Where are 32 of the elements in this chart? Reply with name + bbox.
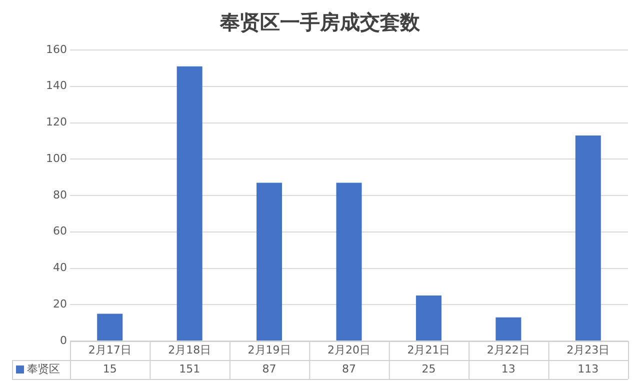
x-tick-label: 2月19日: [248, 343, 291, 356]
data-label: 15: [102, 362, 117, 376]
bar: [97, 314, 123, 340]
data-label: 151: [179, 362, 200, 376]
bar: [496, 317, 522, 340]
data-label: 25: [422, 362, 436, 376]
x-tick-label: 2月18日: [168, 343, 212, 356]
x-tick-label: 2月23日: [566, 343, 610, 356]
bar: [256, 182, 282, 340]
y-tick-label: 40: [53, 261, 67, 274]
y-tick-label: 120: [46, 116, 67, 129]
bar: [336, 182, 362, 340]
x-tick-label: 2月21日: [407, 343, 450, 356]
y-tick-label: 100: [46, 152, 67, 165]
y-tick-label: 80: [53, 188, 67, 202]
data-label: 87: [262, 362, 276, 376]
y-tick-label: 0: [60, 334, 67, 347]
y-tick-label: 140: [46, 79, 67, 92]
x-tick-label: 2月22日: [486, 343, 530, 356]
data-label: 113: [578, 362, 599, 376]
data-label: 13: [501, 362, 516, 376]
bar: [176, 66, 202, 340]
y-tick-label: 20: [53, 297, 67, 310]
bar: [416, 296, 442, 340]
chart-title: 奉贤区一手房成交套数: [219, 10, 421, 34]
legend-label: 奉贤区: [27, 362, 60, 376]
bar: [575, 135, 601, 340]
y-tick-label: 160: [46, 42, 67, 56]
x-tick-label: 2月17日: [88, 343, 132, 356]
x-tick-label: 2月20日: [328, 343, 370, 356]
data-label: 87: [342, 362, 356, 376]
y-tick-label: 60: [53, 224, 67, 238]
